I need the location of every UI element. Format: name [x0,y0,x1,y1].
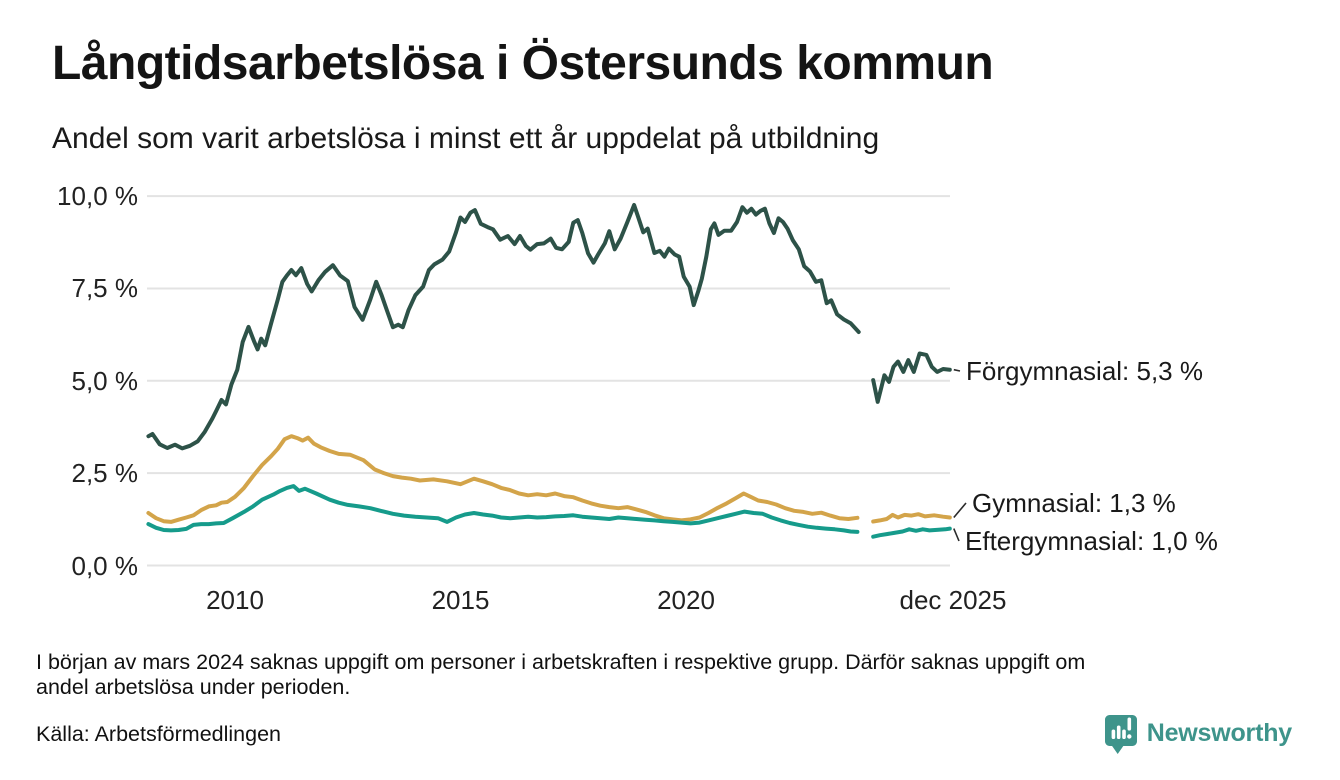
series-line-gymnasial [146,434,952,524]
series-line-eftergymnasial [146,484,952,539]
x-axis-label: 2020 [657,585,715,615]
series-end-label-gymnasial: Gymnasial: 1,3 % [972,488,1176,518]
newsworthy-logo[interactable]: Newsworthy [1104,712,1292,754]
footnote-line: andel arbetslösa under perioden. [36,675,351,699]
series-line-förgymnasial [146,203,952,451]
label-connector [953,528,960,542]
source-caption: Källa: Arbetsförmedlingen [36,722,282,746]
footnote-line: I början av mars 2024 saknas uppgift om … [36,650,1086,674]
page-title: Långtidsarbetslösa i Östersunds kommun [52,37,994,90]
y-axis-label: 7,5 % [71,273,139,304]
y-axis-label: 5,0 % [71,365,139,396]
newsworthy-wordmark: Newsworthy [1146,718,1292,747]
x-axis-label: 2010 [206,585,264,615]
chart-subtitle: Andel som varit arbetslösa i minst ett å… [52,122,880,155]
x-axis-label: dec 2025 [899,585,1007,615]
y-axis-label: 0,0 % [71,550,139,581]
y-axis-label: 2,5 % [71,458,139,489]
newsworthy-icon [1104,712,1138,754]
label-connector [953,502,967,519]
series-end-label-förgymnasial: Förgymnasial: 5,3 % [966,356,1203,386]
label-connector [953,368,961,372]
y-axis-label: 10,0 % [57,181,138,212]
series-end-label-eftergymnasial: Eftergymnasial: 1,0 % [965,526,1218,556]
x-axis-label: 2015 [431,585,490,615]
footnote: I början av mars 2024 saknas uppgift om … [36,650,1298,700]
